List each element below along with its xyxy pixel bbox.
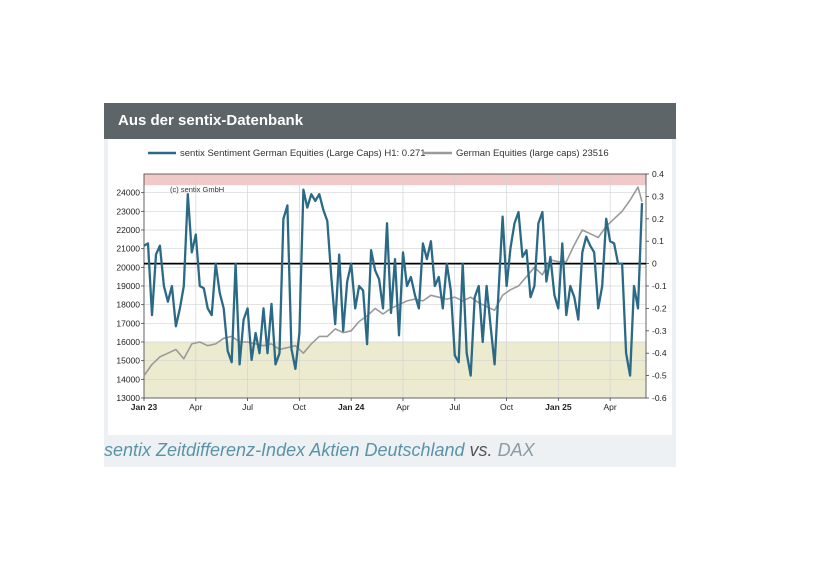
y-left-tick-label: 16000	[116, 337, 140, 347]
y-right-tick-label: 0.3	[652, 191, 664, 201]
y-left-tick-label: 23000	[116, 206, 140, 216]
x-tick-label: Jan 24	[338, 402, 365, 412]
y-right-tick-label: 0	[652, 259, 657, 269]
caption-vs: vs.	[469, 440, 493, 460]
y-left-tick-label: 15000	[116, 356, 140, 366]
x-tick-label: Oct	[500, 402, 514, 412]
y-left-tick-label: 17000	[116, 318, 140, 328]
y-left-tick-label: 13000	[116, 393, 140, 403]
caption-main: sentix Zeitdifferenz-Index Aktien Deutsc…	[104, 440, 465, 460]
series-line-sentiment	[143, 188, 644, 377]
x-tick-label: Jan 23	[131, 402, 158, 412]
card-header: Aus der sentix-Datenbank	[104, 103, 676, 139]
y-left-tick-label: 22000	[116, 225, 140, 235]
sentiment-vs-dax-chart: sentix Sentiment German Equities (Large …	[116, 148, 667, 412]
y-left-tick-label: 14000	[116, 374, 140, 384]
chart-card: Aus der sentix-Datenbank sentix Sentimen…	[104, 103, 676, 467]
y-right-tick-label: 0.1	[652, 236, 664, 246]
caption-dax: DAX	[497, 440, 535, 460]
x-tick-label: Jan 25	[545, 402, 572, 412]
y-left-tick-label: 20000	[116, 262, 140, 272]
watermark-text: (c) sentix GmbH	[170, 185, 224, 194]
y-left-tick-label: 24000	[116, 188, 140, 198]
legend-label-sentiment: sentix Sentiment German Equities (Large …	[180, 148, 426, 159]
chart-caption: sentix Zeitdifferenz-Index Aktien Deutsc…	[104, 440, 676, 461]
x-tick-label: Oct	[293, 402, 307, 412]
card-title: Aus der sentix-Datenbank	[118, 112, 304, 129]
x-tick-label: Apr	[396, 402, 409, 412]
y-right-tick-label: -0.1	[652, 281, 667, 291]
legend-label-dax: German Equities (large caps) 23516	[456, 148, 609, 159]
y-left-tick-label: 21000	[116, 244, 140, 254]
y-right-tick-label: -0.6	[652, 393, 667, 403]
y-right-tick-label: 0.4	[652, 169, 664, 179]
y-right-tick-label: -0.4	[652, 348, 667, 358]
plot-panel: sentix Sentiment German Equities (Large …	[108, 139, 672, 435]
y-right-tick-label: -0.3	[652, 326, 667, 336]
y-right-tick-label: -0.5	[652, 371, 667, 381]
x-tick-label: Jul	[242, 402, 253, 412]
y-right-tick-label: 0.2	[652, 214, 664, 224]
band-upper-extreme	[144, 174, 646, 186]
y-left-tick-label: 18000	[116, 300, 140, 310]
x-tick-label: Jul	[449, 402, 460, 412]
band-lower-extreme	[144, 342, 646, 398]
x-tick-label: Apr	[604, 402, 617, 412]
y-right-tick-label: -0.2	[652, 303, 667, 313]
x-tick-label: Apr	[189, 402, 202, 412]
y-left-tick-label: 19000	[116, 281, 140, 291]
